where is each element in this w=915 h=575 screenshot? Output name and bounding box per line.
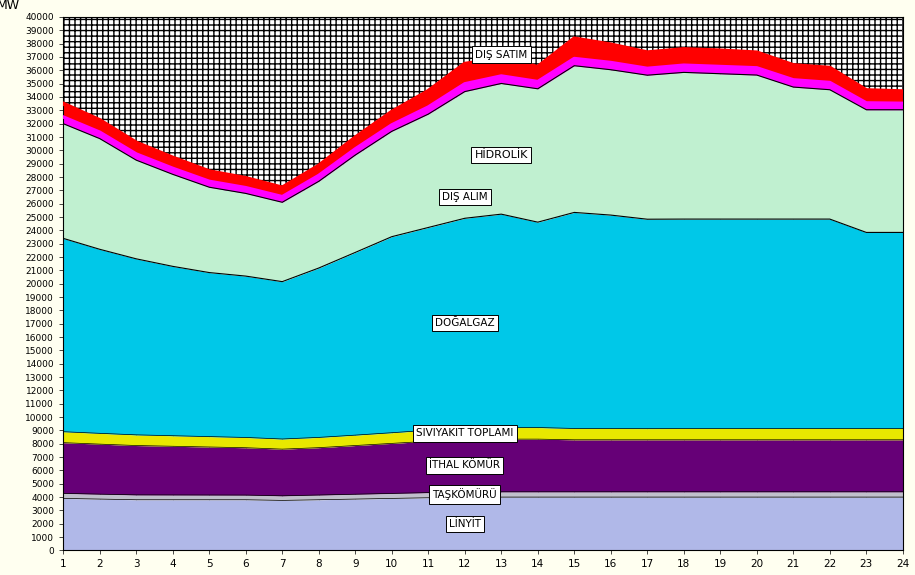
Text: DIŞ ALIM: DIŞ ALIM bbox=[442, 192, 488, 202]
Text: DIŞ SATIM: DIŞ SATIM bbox=[475, 49, 527, 60]
Text: İTHAL KÖMÜR: İTHAL KÖMÜR bbox=[429, 461, 501, 470]
Text: LİNYİT: LİNYİT bbox=[448, 519, 480, 529]
Text: DOĞALGAZ: DOĞALGAZ bbox=[435, 318, 495, 328]
Text: TAŞKÖMÜRÜ: TAŞKÖMÜRÜ bbox=[433, 489, 497, 500]
Text: HİDROLİK: HİDROLİK bbox=[475, 150, 528, 160]
Text: SIVIYAKIT TOPLAMI: SIVIYAKIT TOPLAMI bbox=[416, 428, 513, 438]
Y-axis label: MW: MW bbox=[0, 0, 20, 12]
